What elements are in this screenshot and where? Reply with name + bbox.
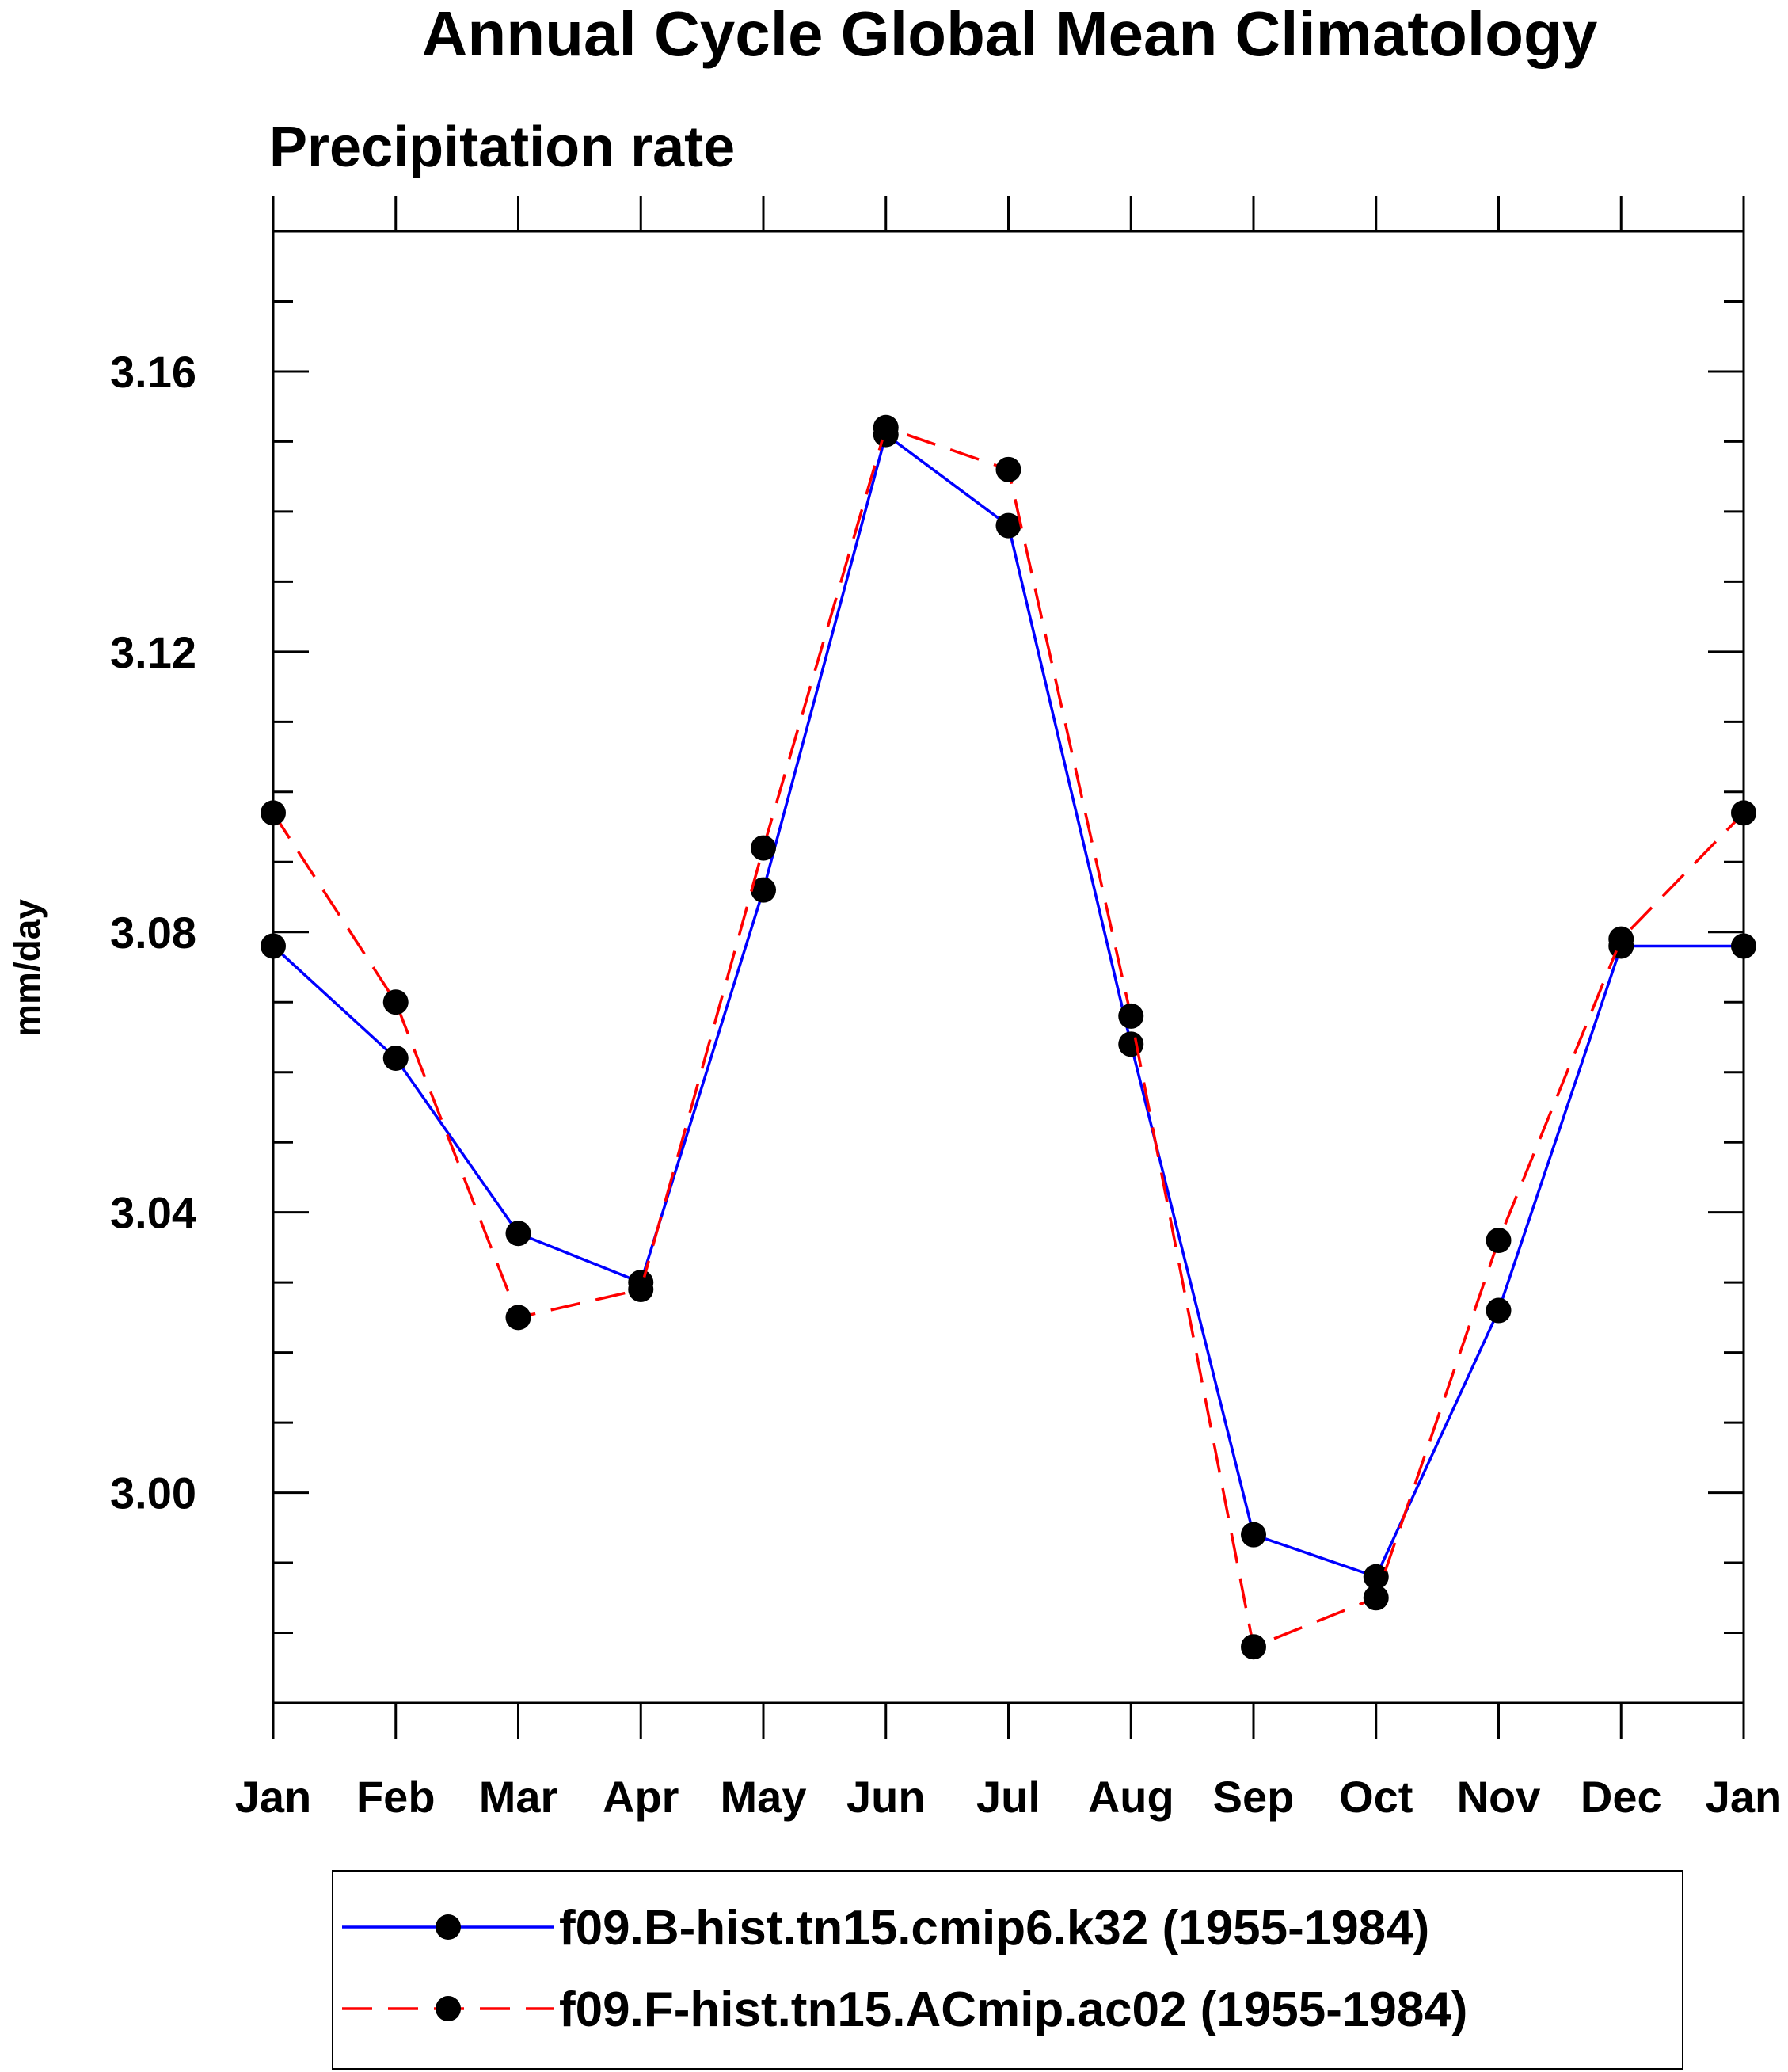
y-tick-label: 3.12 xyxy=(110,627,196,677)
data-point xyxy=(1241,1522,1266,1548)
y-axis-label: mm/day xyxy=(6,899,48,1037)
data-point xyxy=(382,1046,409,1072)
x-tick-label: Nov xyxy=(1457,1772,1541,1822)
x-tick-label: Mar xyxy=(479,1772,558,1822)
x-tick-label: Apr xyxy=(603,1772,679,1822)
plot-frame xyxy=(272,230,1745,1704)
data-point xyxy=(505,1221,531,1247)
data-point xyxy=(873,414,899,440)
data-point xyxy=(1118,1031,1144,1057)
data-point xyxy=(995,456,1021,482)
x-tick-labels: Jan Feb Mar Apr May Jun Jul Aug Sep Oct Nov Dec Jan xyxy=(235,1772,1782,1822)
data-point xyxy=(1608,926,1634,952)
legend-label: f09.B-hist.tn15.cmip6.k32 (1955-1984) xyxy=(559,1901,1429,1956)
data-point xyxy=(751,835,776,861)
data-point xyxy=(751,877,776,903)
data-point xyxy=(1486,1297,1512,1324)
x-tick-label: Dec xyxy=(1581,1772,1662,1822)
data-point xyxy=(1363,1585,1389,1611)
legend: f09.B-hist.tn15.cmip6.k32 (1955-1984) f09… xyxy=(332,1870,1683,2070)
legend-box xyxy=(332,1870,1683,2070)
y-tick-label: 3.00 xyxy=(110,1468,196,1518)
x-tick-label: May xyxy=(721,1772,807,1822)
series-1 xyxy=(261,421,1756,1590)
y-tick-label: 3.04 xyxy=(110,1188,196,1238)
x-tick-label: Jun xyxy=(846,1772,926,1822)
data-point xyxy=(1363,1564,1389,1590)
legend-marker xyxy=(436,1996,461,2021)
y-tick-label: 3.16 xyxy=(110,347,196,397)
x-tick-label: Jan xyxy=(1706,1772,1782,1822)
chart-subtitle: Precipitation rate xyxy=(269,116,735,179)
x-tick-label: Sep xyxy=(1213,1772,1295,1822)
x-tick-label: Oct xyxy=(1339,1772,1413,1822)
axis-ticks xyxy=(272,196,1745,1739)
data-point xyxy=(382,989,409,1015)
x-tick-label: Feb xyxy=(356,1772,436,1822)
chart-title: Annual Cycle Global Mean Climatology xyxy=(422,0,1598,69)
legend-label: f09.F-hist.tn15.ACmip.ac02 (1955-1984) xyxy=(559,1982,1467,2037)
legend-marker xyxy=(436,1914,461,1940)
y-tick-labels: 3.00 3.04 3.08 3.12 3.16 xyxy=(110,347,196,1518)
legend-entry: f09.B-hist.tn15.cmip6.k32 (1955-1984) xyxy=(342,1901,1429,1956)
x-tick-label: Aug xyxy=(1088,1772,1174,1822)
y-tick-label: 3.08 xyxy=(110,908,196,958)
series-2 xyxy=(261,414,1756,1660)
series-line xyxy=(272,425,1745,1649)
series-line xyxy=(272,432,1744,1579)
data-point xyxy=(505,1305,531,1331)
data-point xyxy=(1486,1228,1512,1254)
x-tick-label: Jan xyxy=(235,1772,312,1822)
legend-entry: f09.F-hist.tn15.ACmip.ac02 (1955-1984) xyxy=(342,1982,1467,2037)
x-tick-label: Jul xyxy=(976,1772,1040,1822)
data-point xyxy=(1118,1003,1144,1029)
plot-series xyxy=(261,414,1756,1660)
data-point xyxy=(628,1276,654,1302)
data-point xyxy=(995,512,1021,539)
data-point xyxy=(1241,1634,1266,1660)
